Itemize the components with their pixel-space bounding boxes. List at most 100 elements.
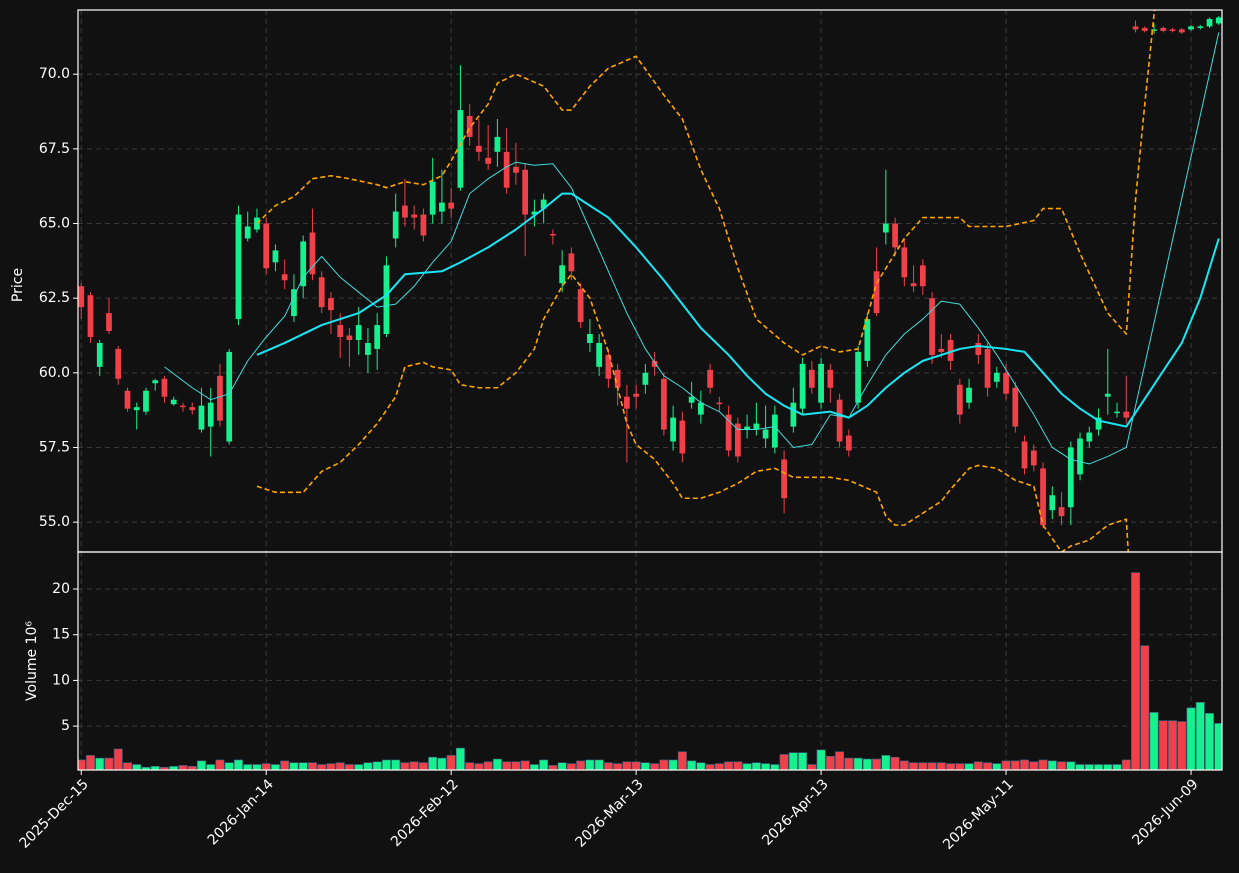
candle-body [272,250,279,263]
candle-body [836,399,843,442]
volume-bar [280,760,290,770]
candle-body [170,399,177,405]
volume-bar [696,762,706,770]
candle-body [1077,438,1083,475]
candle-body [910,283,917,287]
candle-body [993,372,1000,382]
candle-body [827,369,834,388]
volume-bar [372,761,382,770]
overlay-line [164,32,1220,465]
volume-bar [1112,764,1122,770]
candle-body [725,414,732,451]
candle-body [411,214,418,218]
candle-body [1197,26,1204,28]
candle-body [78,286,85,308]
volume-bar [529,764,539,770]
volume-bar [1057,761,1067,770]
candle-body [929,298,935,355]
volume-bar [400,762,410,770]
volume-bar [539,759,549,770]
y-tick-label: 57.5 [39,439,70,455]
candle-body [531,211,538,215]
volume-bar [307,762,317,770]
candle-body [161,378,168,397]
volume-bar [160,766,169,770]
volume-bar [1131,572,1140,770]
volume-bar [835,751,845,770]
y-tick-label: 67.5 [39,141,70,157]
candle-body [207,402,214,427]
candle-body [1151,29,1157,31]
volume-bar [1038,759,1048,770]
candle-body [697,402,704,415]
volume-bar [178,765,188,770]
candle-body [1003,372,1009,394]
volume-bar [502,761,512,770]
volume-bar [455,747,465,770]
candle-body [494,136,501,152]
volume-bar [714,763,724,770]
volume-bar [1186,707,1196,770]
candle-body [152,380,159,384]
volume-bar [816,749,826,770]
volume-bar [724,761,734,770]
volume-bar [983,762,993,770]
candle-body [189,407,196,411]
volume-bar [585,759,595,770]
volume-bar [659,759,669,770]
candle-body [1188,26,1194,30]
volume-bar [465,762,475,770]
volume-bar [1001,760,1011,770]
candle-body [540,199,547,209]
volume-bar [252,764,262,770]
candle-body [596,342,603,367]
candle-body [550,233,556,236]
volume-bar [881,755,891,770]
volume-bar [640,762,650,770]
candle-body [1141,27,1148,31]
candle-body [457,110,464,188]
candle-body [642,372,649,385]
volume-bar [1029,761,1039,770]
volume-bar [95,757,105,770]
y-tick-label: 15 [52,627,70,643]
volume-bar [437,757,447,770]
volume-bar [104,757,114,770]
candle-body [651,360,658,367]
volume-bar [899,760,909,770]
candle-body [300,241,307,287]
candle-body [1012,387,1019,427]
candle-body [1049,495,1056,511]
y-tick-label: 65.0 [39,216,70,232]
volume-bar [788,752,798,770]
volume-bar [141,766,151,770]
volume-bar [1121,759,1131,770]
volume-bar [761,763,771,770]
volume-frame [77,551,1223,771]
volume-bar [233,759,243,770]
candle-body [365,342,371,355]
volume-bar [197,760,206,770]
volume-bar [78,759,86,770]
candle-body [771,414,778,448]
candle-body [429,181,436,215]
y-tick-label: 60.0 [39,365,70,381]
y-tick-label: 55.0 [39,514,70,530]
candle-body [87,295,94,337]
volume-bar [1177,721,1187,770]
volume-bar [890,756,900,770]
volume-bar [650,763,660,770]
candle-body [383,265,390,335]
candle-body [975,342,982,355]
volume-bar [335,762,345,770]
volume-bar [909,762,919,770]
candle-body [115,348,122,379]
candle-body [337,325,344,337]
candle-body [1058,507,1065,517]
volume-bar [132,764,142,770]
volume-bar [123,762,132,770]
volume-axis-label: Volume 10⁶ [24,621,40,701]
candle-body [790,402,797,427]
candle-body [661,378,667,430]
